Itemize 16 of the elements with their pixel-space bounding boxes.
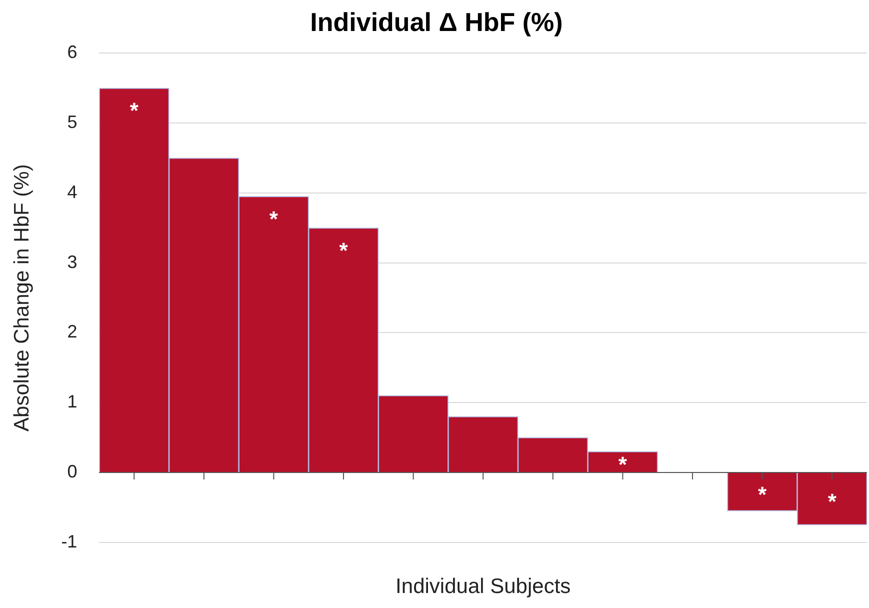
data-label: *: [130, 98, 139, 124]
data-label: *: [339, 238, 348, 263]
y-tick-label: 3: [67, 252, 78, 272]
y-tick-label: 0: [67, 461, 78, 482]
y-tick-label: 4: [67, 182, 78, 202]
y-tick-label: 5: [67, 112, 78, 132]
y-axis-title: Absolute Change in HbF (%): [10, 164, 34, 432]
data-label: *: [828, 489, 837, 514]
x-axis-title: Individual Subjects: [396, 575, 571, 598]
y-tick-label: 6: [67, 42, 78, 62]
y-tick-label: 1: [67, 392, 78, 412]
y-tick-label: 2: [67, 322, 78, 342]
y-tick-label: -1: [61, 531, 78, 552]
data-label: *: [758, 482, 768, 508]
data-label: *: [269, 206, 278, 232]
chart-title: Individual Δ HbF (%): [310, 6, 563, 37]
